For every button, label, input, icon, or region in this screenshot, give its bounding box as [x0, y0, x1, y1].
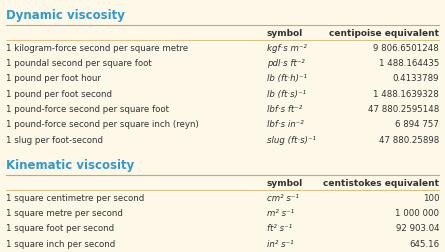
Text: Dynamic viscosity: Dynamic viscosity — [6, 9, 125, 22]
Text: ft² s⁻¹: ft² s⁻¹ — [267, 224, 292, 233]
Text: 1 poundal second per square foot: 1 poundal second per square foot — [6, 59, 152, 68]
Text: lbf·s in⁻²: lbf·s in⁻² — [267, 120, 303, 129]
Text: 92 903.04: 92 903.04 — [396, 224, 439, 233]
Text: symbol: symbol — [267, 178, 303, 187]
Text: 1 pound per foot second: 1 pound per foot second — [6, 90, 112, 99]
Text: 1 square foot per second: 1 square foot per second — [6, 224, 114, 233]
Text: 1 square metre per second: 1 square metre per second — [6, 209, 123, 218]
Text: centistokes equivalent: centistokes equivalent — [323, 178, 439, 187]
Text: 1 000 000: 1 000 000 — [395, 209, 439, 218]
Text: 47 880.25898: 47 880.25898 — [379, 136, 439, 145]
Text: 1 square inch per second: 1 square inch per second — [6, 240, 115, 249]
Text: 6 894 757: 6 894 757 — [395, 120, 439, 129]
Text: m² s⁻¹: m² s⁻¹ — [267, 209, 294, 218]
Text: 9 806.6501248: 9 806.6501248 — [373, 44, 439, 53]
Text: 1 pound-force second per square inch (reyn): 1 pound-force second per square inch (re… — [6, 120, 198, 129]
Text: cm² s⁻¹: cm² s⁻¹ — [267, 194, 299, 203]
Text: Kinematic viscosity: Kinematic viscosity — [6, 159, 134, 172]
Text: 1 square centimetre per second: 1 square centimetre per second — [6, 194, 144, 203]
Text: 1 slug per foot-second: 1 slug per foot-second — [6, 136, 103, 145]
Text: 0.4133789: 0.4133789 — [392, 74, 439, 83]
Text: in² s⁻¹: in² s⁻¹ — [267, 240, 293, 249]
Text: 1 pound per foot hour: 1 pound per foot hour — [6, 74, 101, 83]
Text: pdl·s ft⁻²: pdl·s ft⁻² — [267, 59, 304, 68]
Text: lb (ft·h)⁻¹: lb (ft·h)⁻¹ — [267, 74, 307, 83]
Text: centipoise equivalent: centipoise equivalent — [329, 29, 439, 38]
Text: 100: 100 — [423, 194, 439, 203]
Text: 1 kilogram-force second per square metre: 1 kilogram-force second per square metre — [6, 44, 188, 53]
Text: 1 488.164435: 1 488.164435 — [379, 59, 439, 68]
Text: 47 880.2595148: 47 880.2595148 — [368, 105, 439, 114]
Text: lb (ft·s)⁻¹: lb (ft·s)⁻¹ — [267, 90, 306, 99]
Text: symbol: symbol — [267, 29, 303, 38]
Text: slug (ft·s)⁻¹: slug (ft·s)⁻¹ — [267, 136, 316, 145]
Text: kgf·s m⁻²: kgf·s m⁻² — [267, 44, 307, 53]
Text: 1 pound-force second per square foot: 1 pound-force second per square foot — [6, 105, 169, 114]
Text: 1 488.1639328: 1 488.1639328 — [373, 90, 439, 99]
Text: 645.16: 645.16 — [409, 240, 439, 249]
Text: lbf·s ft⁻²: lbf·s ft⁻² — [267, 105, 302, 114]
